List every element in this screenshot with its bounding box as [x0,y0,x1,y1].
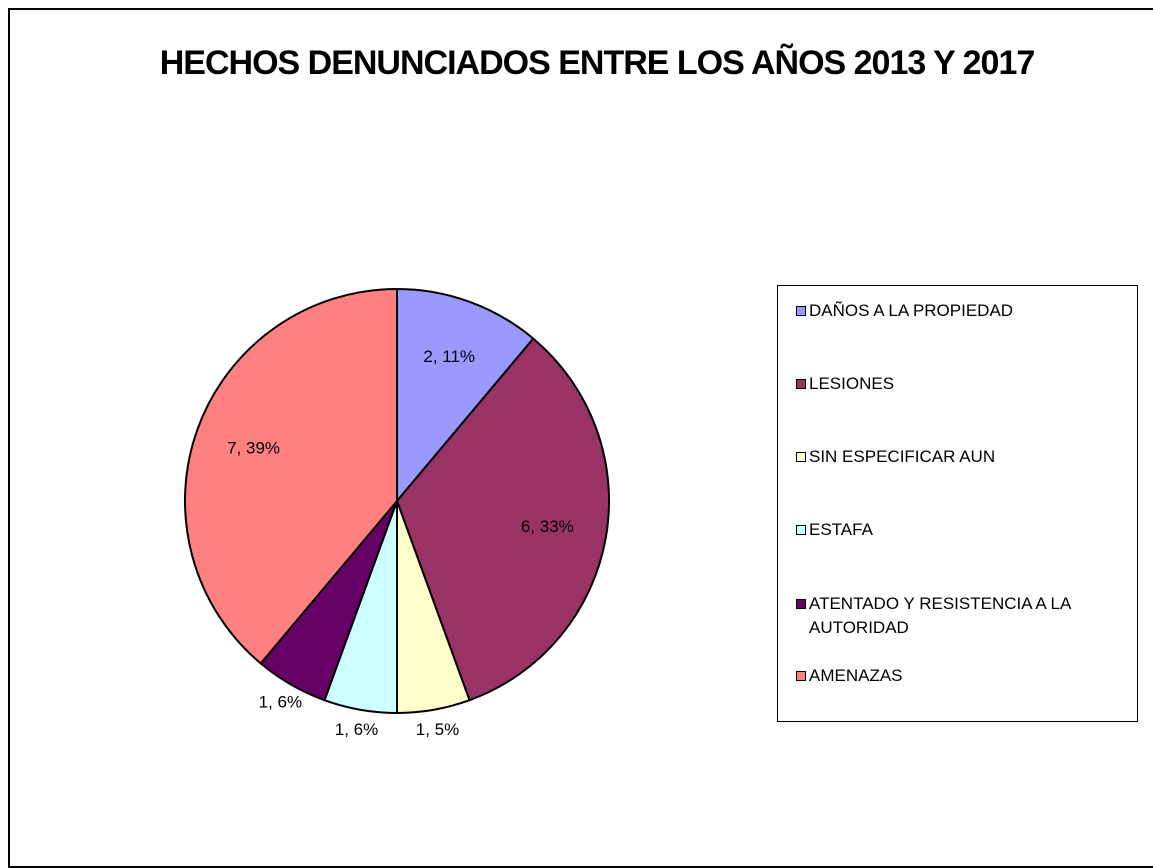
pie-slice [184,287,398,665]
legend-item: SIN ESPECIFICAR AUN [796,445,1116,469]
data-label: 2, 11% [423,347,475,366]
pie-slice [395,337,610,702]
legend-item: LESIONES [796,372,1116,396]
legend-label: ESTAFA [809,520,873,539]
data-label: 7, 39% [227,438,280,457]
legend-item: AMENAZAS [796,664,1116,688]
legend: DAÑOS A LA PROPIEDAD LESIONES SIN ESPECIFI… [777,285,1138,722]
legend-swatch [796,452,806,462]
legend-swatch [796,671,806,681]
data-label: 6, 33% [521,517,574,536]
legend-label: DAÑOS A LA PROPIEDAD [809,301,1014,320]
chart-title: HECHOS DENUNCIADOS ENTRE LOS AÑOS 2013 Y… [159,44,1036,82]
legend-item: ATENTADO Y RESISTENCIA A LA AUTORIDAD [796,592,1116,640]
legend-label: AMENAZAS [809,666,903,685]
legend-swatch [796,525,806,535]
chart: 2, 11% 6, 33% 1, 5% 1, 6% 1, 6% 7, 39% [184,287,610,739]
legend-item: DAÑOS A LA PROPIEDAD [796,299,1116,323]
pie-slice [396,287,535,504]
data-label: 1, 6% [335,720,378,739]
page: {"chart_data": {"type": "pie", "title": … [8,8,1153,868]
data-label: 1, 5% [416,720,459,739]
legend-label: SIN ESPECIFICAR AUN [809,447,996,466]
legend-swatch [796,306,806,316]
legend-label: ATENTADO Y RESISTENCIA A LA AUTORIDAD [809,594,1071,637]
data-label: 1, 6% [259,692,302,711]
legend-item: ESTAFA [796,518,1116,542]
legend-swatch [796,599,806,609]
legend-swatch [796,379,806,389]
legend-label: LESIONES [809,374,895,393]
